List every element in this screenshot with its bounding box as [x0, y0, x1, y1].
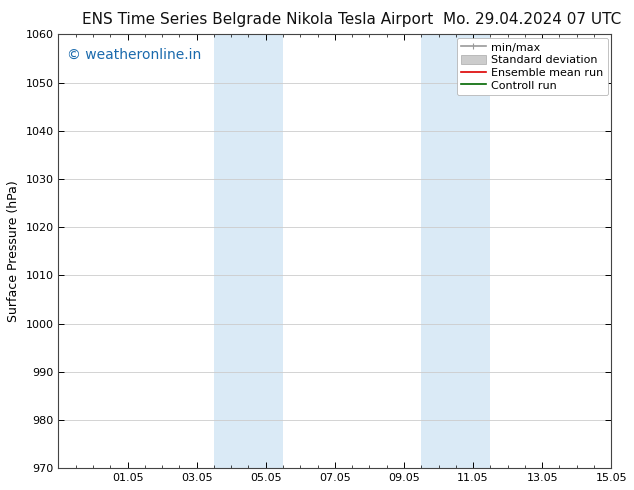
Legend: min/max, Standard deviation, Ensemble mean run, Controll run: min/max, Standard deviation, Ensemble me… [456, 38, 608, 95]
Text: Mo. 29.04.2024 07 UTC: Mo. 29.04.2024 07 UTC [443, 12, 621, 27]
Bar [214, 34, 283, 468]
Text: ENS Time Series Belgrade Nikola Tesla Airport: ENS Time Series Belgrade Nikola Tesla Ai… [82, 12, 434, 27]
Text: © weatheronline.in: © weatheronline.in [67, 48, 201, 61]
Y-axis label: Surface Pressure (hPa): Surface Pressure (hPa) [7, 180, 20, 322]
Bar [421, 34, 490, 468]
